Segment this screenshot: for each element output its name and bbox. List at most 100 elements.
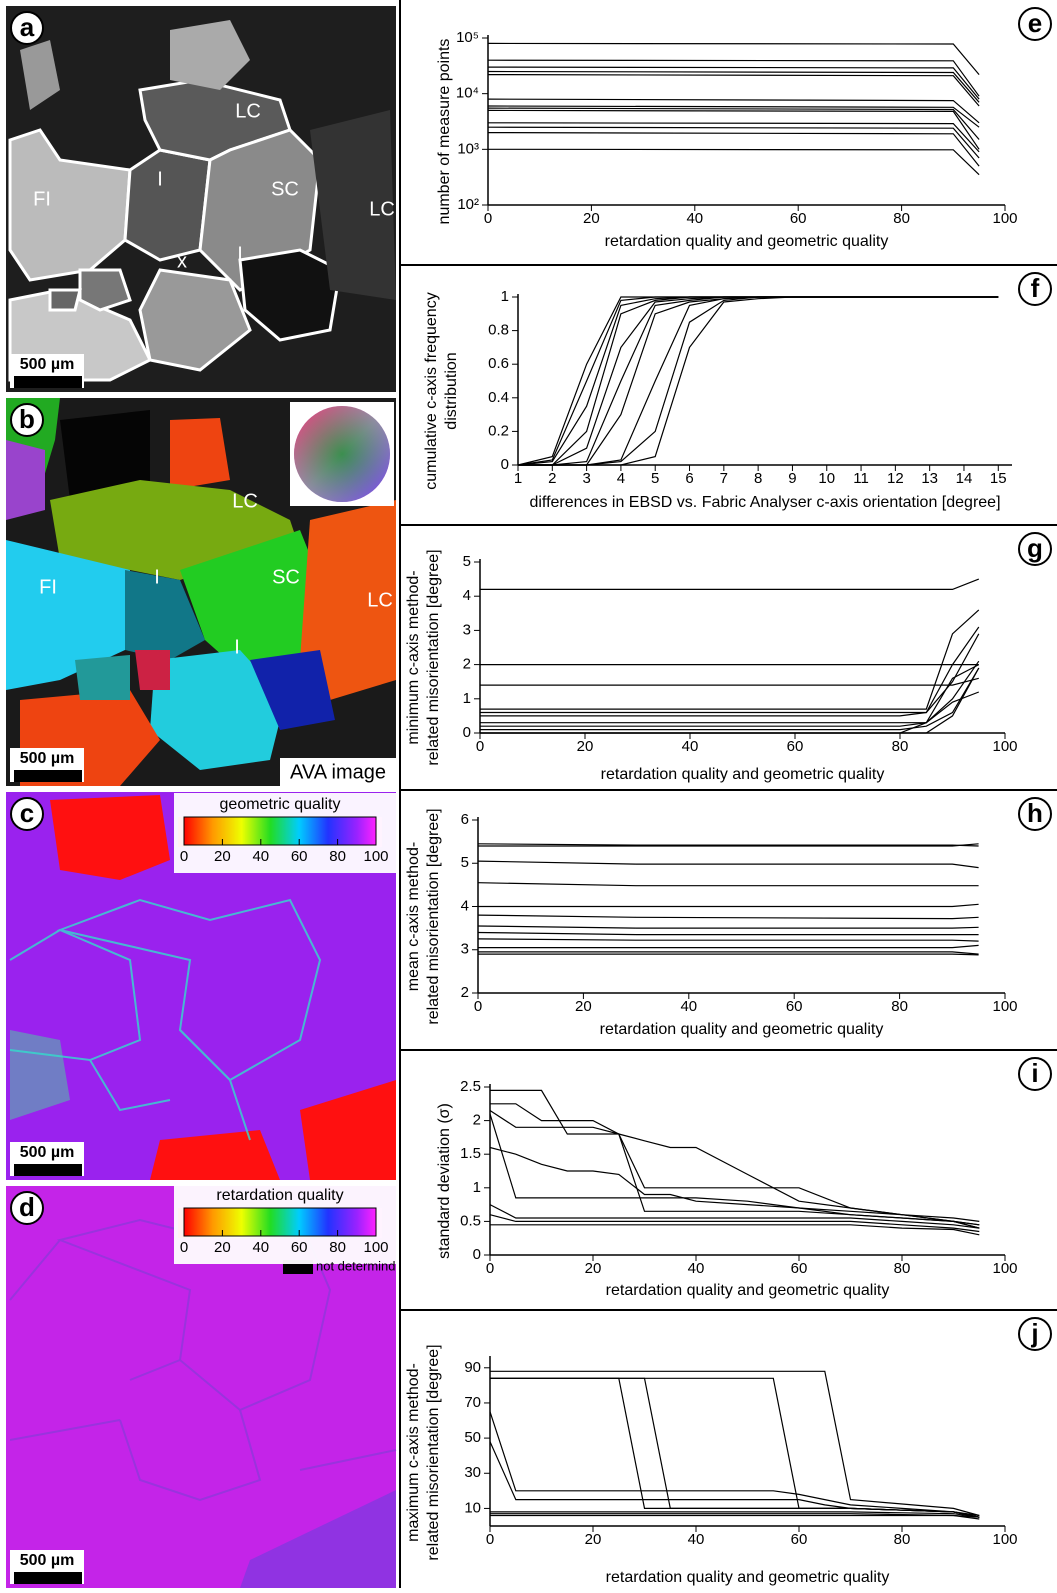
panel-letter-badge [10, 1191, 44, 1225]
colorbar-tick-label: 60 [291, 848, 308, 865]
data-line [490, 1514, 980, 1520]
data-line [477, 860, 979, 869]
colorbar [183, 1207, 377, 1237]
y-tick-label: 10 [464, 1499, 481, 1516]
x-tick-label: 12 [887, 470, 904, 487]
x-tick-label: 60 [790, 210, 807, 227]
data-line [487, 74, 980, 107]
panel-letter-badge [1018, 797, 1052, 831]
y-tick-label: 2.5 [460, 1078, 481, 1095]
panel-letter-badge [10, 11, 44, 45]
grain [310, 110, 396, 300]
grain-label: LC [235, 100, 261, 122]
x-tick-label: 0 [476, 738, 484, 755]
y-tick-label: 4 [463, 587, 471, 604]
panel-letter: j [1030, 1318, 1038, 1348]
y-axis-label: related misorientation [degree] [425, 1344, 442, 1560]
data-line [489, 1214, 980, 1233]
y-tick-label: 1.5 [460, 1145, 481, 1162]
data-line [480, 609, 980, 710]
y-tick-label: 10³ [457, 140, 479, 157]
data-line [480, 677, 979, 686]
y-tick-label: 70 [464, 1394, 481, 1411]
scale-bar [14, 770, 82, 782]
data-line [489, 1113, 980, 1229]
y-tick-label: 3 [461, 941, 469, 958]
y-axis-label: minimum c-axis method- [405, 570, 422, 744]
x-tick-label: 20 [575, 998, 592, 1015]
y-tick-label: 2 [473, 1112, 481, 1129]
y-tick-label: 0 [463, 724, 471, 741]
x-tick-label: 20 [585, 1531, 602, 1548]
data-line [490, 1224, 980, 1236]
x-tick-label: 20 [585, 1260, 602, 1277]
grain-label: LC [369, 198, 395, 220]
x-tick-label: 6 [685, 470, 693, 487]
y-tick-label: 5 [463, 553, 471, 570]
panel-letter: f [1031, 273, 1040, 303]
grain [20, 40, 60, 110]
grain [300, 500, 396, 700]
y-axis-label: mean c-axis method- [405, 842, 422, 991]
y-axis-label: standard deviation (σ) [436, 1103, 453, 1259]
patch [300, 1080, 396, 1180]
data-line [487, 42, 980, 75]
x-tick-label: 0 [484, 210, 492, 227]
grain [150, 650, 285, 770]
colorbar-tick-label: 0 [180, 1239, 188, 1256]
x-tick-label: 8 [754, 470, 762, 487]
data-line [487, 122, 980, 153]
x-tick-label: 14 [956, 470, 973, 487]
data-line [477, 931, 979, 936]
y-axis-label: distribution [443, 352, 460, 429]
scale-bar [14, 1572, 82, 1584]
panel-letter: g [1027, 533, 1043, 563]
y-axis-label: related misorientation [degree] [425, 808, 442, 1024]
data-line [489, 1411, 980, 1518]
x-tick-label: 40 [682, 738, 699, 755]
y-tick-label: 10⁵ [456, 29, 479, 46]
grain [75, 655, 130, 700]
x-tick-label: 11 [853, 470, 869, 487]
patch [150, 1130, 280, 1180]
x-tick-label: 80 [891, 998, 908, 1015]
grain-label: LC [367, 589, 393, 611]
panel-letter-badge [10, 797, 44, 831]
y-axis-label: related misorientation [degree] [425, 549, 442, 765]
x-tick-label: 60 [791, 1260, 808, 1277]
scale-bar-label: 500 µm [20, 1552, 75, 1569]
scale-bar [14, 1164, 82, 1176]
data-line [489, 1204, 980, 1229]
x-tick-label: 100 [992, 1531, 1017, 1548]
y-tick-label: 0 [501, 456, 509, 473]
x-tick-label: 80 [894, 1260, 911, 1277]
panel-letter-badge [1018, 1057, 1052, 1091]
panel-letter: a [20, 12, 35, 42]
grain-boundaries [9, 898, 322, 1141]
grain [6, 440, 45, 520]
data-line [518, 296, 999, 466]
x-tick-label: 100 [992, 738, 1017, 755]
colorbar-title: retardation quality [216, 1187, 343, 1204]
data-line [478, 953, 979, 956]
scale-bar-label: 500 µm [20, 1144, 75, 1161]
panel-letter: h [1027, 798, 1043, 828]
x-tick-label: 0 [474, 998, 482, 1015]
y-tick-label: 10² [457, 196, 479, 213]
x-tick-label: 10 [818, 470, 835, 487]
y-tick-label: 0.5 [460, 1212, 481, 1229]
x-tick-label: 0 [486, 1531, 494, 1548]
data-line [487, 148, 980, 176]
grain-label: SC [272, 566, 300, 588]
grain [170, 418, 230, 490]
patch [240, 1490, 396, 1588]
x-tick-label: 7 [720, 470, 728, 487]
scale-bar-label: 500 µm [20, 750, 75, 767]
data-line [477, 882, 979, 887]
x-tick-label: 4 [617, 470, 625, 487]
grain [60, 410, 150, 500]
data-line [490, 1511, 980, 1518]
x-tick-label: 3 [582, 470, 590, 487]
data-line [480, 667, 980, 731]
